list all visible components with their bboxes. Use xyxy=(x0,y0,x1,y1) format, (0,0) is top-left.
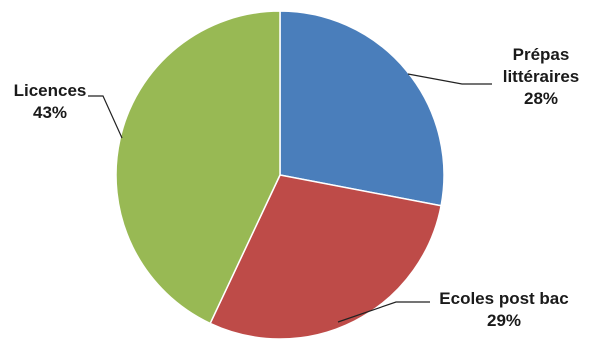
data-label-prepas-litteraires: Prépas littéraires 28% xyxy=(503,45,580,108)
percent-label-licences: 43% xyxy=(33,103,67,122)
category-label-prepas-litteraires: littéraires xyxy=(503,67,580,86)
data-label-ecoles-post-bac: Ecoles post bac 29% xyxy=(439,289,568,330)
percent-label-prepas-litteraires: 28% xyxy=(524,89,558,108)
category-label-licences: Licences xyxy=(14,81,87,100)
category-label-ecoles-post-bac: Ecoles post bac xyxy=(439,289,568,308)
leader-line-licences xyxy=(88,95,123,139)
pie-slice-licences xyxy=(115,10,281,325)
leader-lines-layer xyxy=(88,73,492,323)
labels-layer: Prépas littéraires 28% Ecoles post bac 29% Li… xyxy=(14,45,580,330)
pie-slice-prepas-litteraires xyxy=(279,10,445,207)
slices-layer xyxy=(115,10,445,340)
pie-slice-ecoles-post-bac xyxy=(209,174,442,340)
percent-label-ecoles-post-bac: 29% xyxy=(487,311,521,330)
data-label-licences: Licences 43% xyxy=(14,81,87,122)
leader-line-ecoles-post-bac xyxy=(337,301,430,323)
category-label-prepas-litteraires: Prépas xyxy=(513,45,570,64)
leader-line-prepas-litteraires xyxy=(407,73,492,85)
